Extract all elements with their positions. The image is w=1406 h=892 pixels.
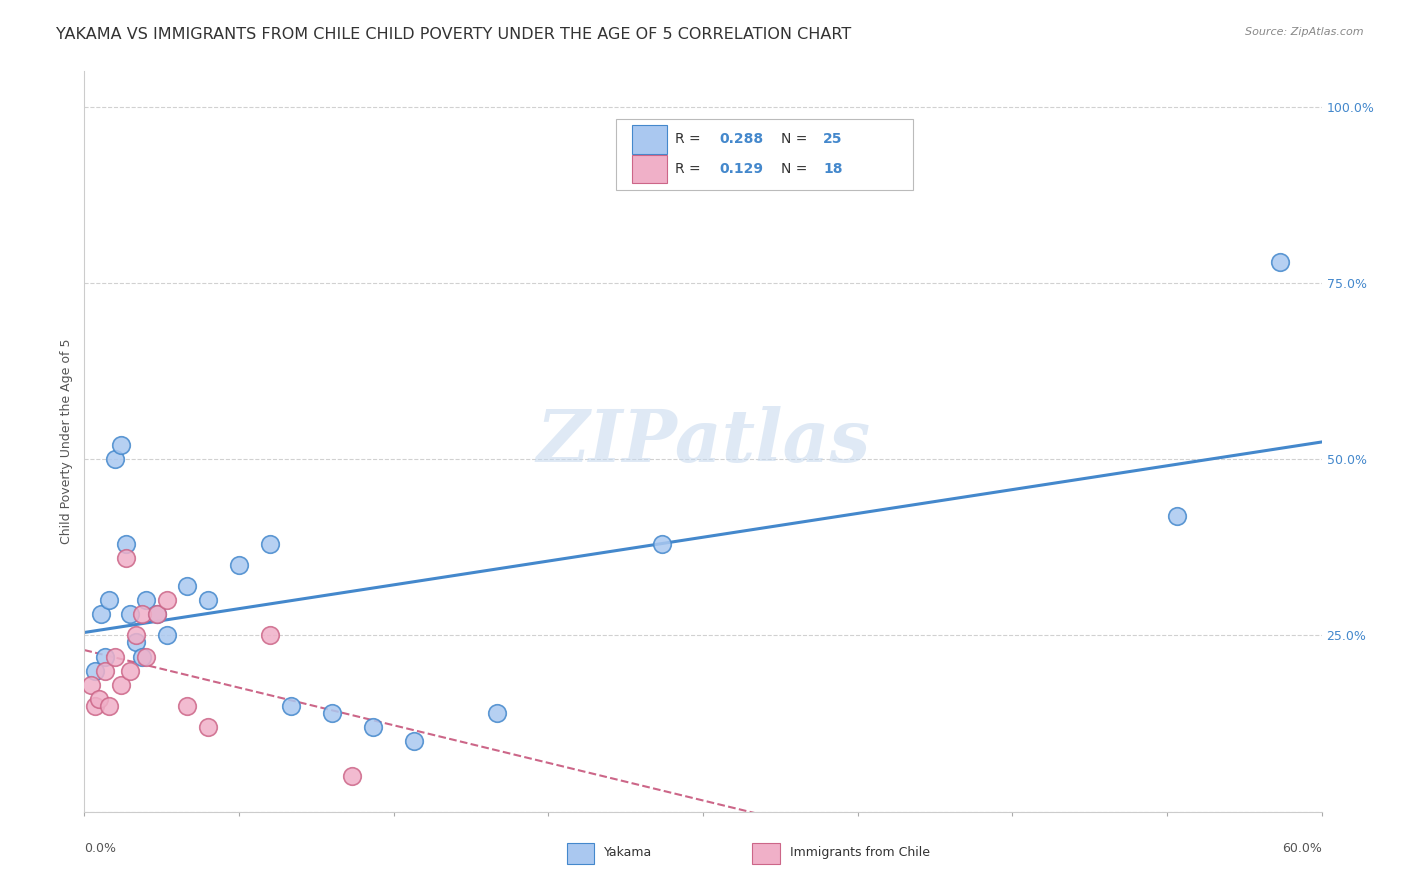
Text: Immigrants from Chile: Immigrants from Chile xyxy=(790,846,929,859)
Point xyxy=(110,438,132,452)
Text: R =: R = xyxy=(675,162,704,176)
Text: ZIPatlas: ZIPatlas xyxy=(536,406,870,477)
Point xyxy=(125,635,148,649)
Point xyxy=(321,706,343,720)
Point xyxy=(118,664,141,678)
Point xyxy=(125,628,148,642)
Point xyxy=(131,607,153,622)
Point xyxy=(651,537,673,551)
Point xyxy=(114,550,136,565)
Point xyxy=(131,649,153,664)
Text: Source: ZipAtlas.com: Source: ZipAtlas.com xyxy=(1246,27,1364,37)
Text: 18: 18 xyxy=(823,162,842,176)
Point xyxy=(104,452,127,467)
Point xyxy=(94,649,117,664)
Point xyxy=(114,537,136,551)
Point xyxy=(135,649,157,664)
Point xyxy=(176,579,198,593)
Point xyxy=(197,593,219,607)
FancyBboxPatch shape xyxy=(752,843,780,863)
Point xyxy=(104,649,127,664)
Point xyxy=(90,607,112,622)
Point xyxy=(79,678,101,692)
Point xyxy=(98,698,121,713)
Point xyxy=(145,607,167,622)
Point xyxy=(94,664,117,678)
FancyBboxPatch shape xyxy=(567,843,595,863)
Point xyxy=(259,628,281,642)
Y-axis label: Child Poverty Under the Age of 5: Child Poverty Under the Age of 5 xyxy=(60,339,73,544)
Point xyxy=(83,698,105,713)
Point xyxy=(1270,254,1292,268)
Point xyxy=(98,593,121,607)
Text: Yakama: Yakama xyxy=(605,846,652,859)
Point xyxy=(156,593,179,607)
Text: 0.129: 0.129 xyxy=(718,162,763,176)
Text: YAKAMA VS IMMIGRANTS FROM CHILE CHILD POVERTY UNDER THE AGE OF 5 CORRELATION CHA: YAKAMA VS IMMIGRANTS FROM CHILE CHILD PO… xyxy=(56,27,852,42)
FancyBboxPatch shape xyxy=(633,126,666,153)
Point xyxy=(259,537,281,551)
Point xyxy=(110,678,132,692)
Point xyxy=(145,607,167,622)
Point xyxy=(228,558,250,572)
Text: N =: N = xyxy=(780,133,811,146)
Point xyxy=(83,664,105,678)
FancyBboxPatch shape xyxy=(633,155,666,183)
Point xyxy=(87,692,110,706)
Text: 60.0%: 60.0% xyxy=(1282,842,1322,855)
Text: 25: 25 xyxy=(823,133,842,146)
Point xyxy=(361,720,384,734)
Text: 0.0%: 0.0% xyxy=(84,842,117,855)
FancyBboxPatch shape xyxy=(616,120,914,190)
Point xyxy=(197,720,219,734)
Text: R =: R = xyxy=(675,133,704,146)
Point xyxy=(485,706,508,720)
Point xyxy=(280,698,302,713)
Point xyxy=(135,593,157,607)
Point xyxy=(118,607,141,622)
Point xyxy=(342,769,364,783)
Point xyxy=(404,734,426,748)
Point xyxy=(156,628,179,642)
Text: N =: N = xyxy=(780,162,811,176)
Point xyxy=(1166,508,1188,523)
Point xyxy=(176,698,198,713)
Text: 0.288: 0.288 xyxy=(718,133,763,146)
